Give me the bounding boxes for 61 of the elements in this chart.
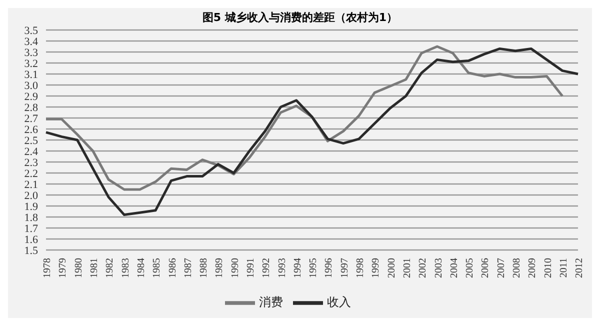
legend-label: 收入 [327, 294, 351, 309]
x-tick-label: 1979 [58, 258, 69, 278]
x-tick-label: 2010 [542, 258, 554, 278]
x-tick-label: 1987 [182, 258, 194, 278]
y-tick-label: 2.4 [24, 146, 38, 158]
x-tick-label: 1995 [308, 258, 320, 278]
x-tick-label: 1999 [370, 258, 382, 278]
y-tick-label: 3.5 [24, 24, 38, 37]
x-tick-label: 2012 [574, 258, 586, 278]
x-tick-label: 1994 [292, 258, 304, 278]
x-tick-label: 1998 [355, 258, 366, 278]
y-tick-label: 3.2 [24, 58, 38, 70]
x-tick-label: 1984 [136, 258, 147, 278]
x-tick-label: 1980 [73, 258, 84, 278]
legend-label: 消费 [259, 294, 283, 309]
x-tick-label: 2000 [386, 258, 398, 278]
y-tick-label: 1.5 [24, 244, 38, 257]
x-tick-label: 2011 [558, 258, 570, 278]
x-tick-label: 1983 [120, 258, 132, 278]
y-tick-label: 1.8 [24, 212, 38, 224]
x-tick-label: 1981 [89, 258, 100, 278]
x-tick-label: 1978 [42, 258, 54, 278]
x-tick-label: 1997 [339, 258, 350, 278]
line-series [44, 47, 580, 216]
x-tick-label: 1996 [324, 258, 335, 278]
x-tick-label: 2008 [512, 258, 523, 278]
x-tick-label: 1989 [214, 258, 226, 278]
chart-title: 图5 城乡收入与消费的差距（农村为1） [201, 10, 399, 26]
x-tick-label: 1992 [261, 258, 272, 278]
y-tick-label: 1.7 [24, 222, 38, 235]
y-tick-label: 2.6 [24, 124, 38, 136]
y-tick-label: 1.6 [24, 234, 38, 246]
y-tick-label: 3.1 [24, 68, 38, 81]
x-tick-label: 1986 [167, 258, 178, 278]
y-tick-label: 3.4 [24, 36, 38, 48]
y-tick-label: 2.2 [24, 168, 38, 180]
x-tick-label: 1993 [276, 258, 288, 278]
line-series [44, 45, 564, 191]
y-tick-label: 2.5 [24, 134, 38, 147]
x-tick-label: 1982 [104, 258, 116, 278]
x-tick-label: 2002 [418, 258, 429, 278]
y-tick-label: 2.3 [24, 156, 38, 169]
x-tick-label: 2001 [402, 258, 413, 278]
y-tick-label: 3.0 [24, 80, 38, 92]
x-tick-label: 2004 [448, 258, 460, 278]
y-tick-label: 2.7 [24, 112, 38, 125]
y-tick-label: 2.1 [24, 178, 38, 191]
y-tick-label: 1.9 [24, 200, 38, 213]
y-tick-label: 3.3 [24, 46, 38, 59]
y-tick-label: 2.9 [24, 90, 38, 103]
x-tick-label: 1985 [152, 258, 163, 278]
x-tick-label: 1990 [230, 258, 241, 278]
x-tick-label: 1988 [198, 258, 210, 278]
x-tick-label: 2009 [527, 258, 538, 278]
x-tick-label: 1991 [246, 258, 257, 278]
y-tick-label: 2.8 [24, 102, 38, 114]
x-tick-label: 2005 [464, 258, 476, 278]
x-tick-label: 2003 [433, 258, 444, 278]
y-tick-label: 2.0 [24, 190, 38, 202]
x-tick-label: 2006 [480, 258, 492, 278]
x-tick-label: 2007 [496, 258, 507, 278]
